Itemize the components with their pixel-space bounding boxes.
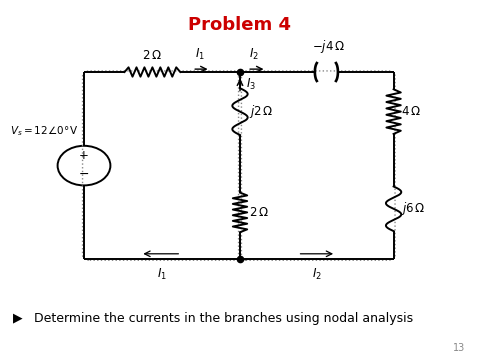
Text: $I_1$: $I_1$ bbox=[195, 47, 204, 62]
Text: 13: 13 bbox=[453, 343, 466, 353]
Text: $\blacktriangleright$: $\blacktriangleright$ bbox=[10, 311, 24, 326]
Text: $j6\,\Omega$: $j6\,\Omega$ bbox=[401, 200, 425, 217]
Text: $-j4\,\Omega$: $-j4\,\Omega$ bbox=[312, 38, 345, 55]
Text: $2\,\Omega$: $2\,\Omega$ bbox=[143, 49, 162, 62]
Text: $I_2$: $I_2$ bbox=[249, 47, 259, 62]
Text: $V_s{=}12\angle 0°\,\mathrm{V}$: $V_s{=}12\angle 0°\,\mathrm{V}$ bbox=[10, 125, 79, 138]
Text: −: − bbox=[79, 168, 89, 181]
Text: Problem 4: Problem 4 bbox=[189, 16, 291, 34]
Text: $I_1$: $I_1$ bbox=[157, 266, 167, 282]
Text: $4\,\Omega$: $4\,\Omega$ bbox=[401, 105, 421, 118]
Text: $2\,\Omega$: $2\,\Omega$ bbox=[249, 206, 269, 219]
Text: $I_3$: $I_3$ bbox=[246, 77, 256, 92]
Text: Determine the currents in the branches using nodal analysis: Determine the currents in the branches u… bbox=[34, 312, 413, 325]
Text: $I_2$: $I_2$ bbox=[312, 266, 322, 282]
Text: +: + bbox=[79, 149, 89, 162]
Text: $j2\,\Omega$: $j2\,\Omega$ bbox=[249, 103, 273, 120]
